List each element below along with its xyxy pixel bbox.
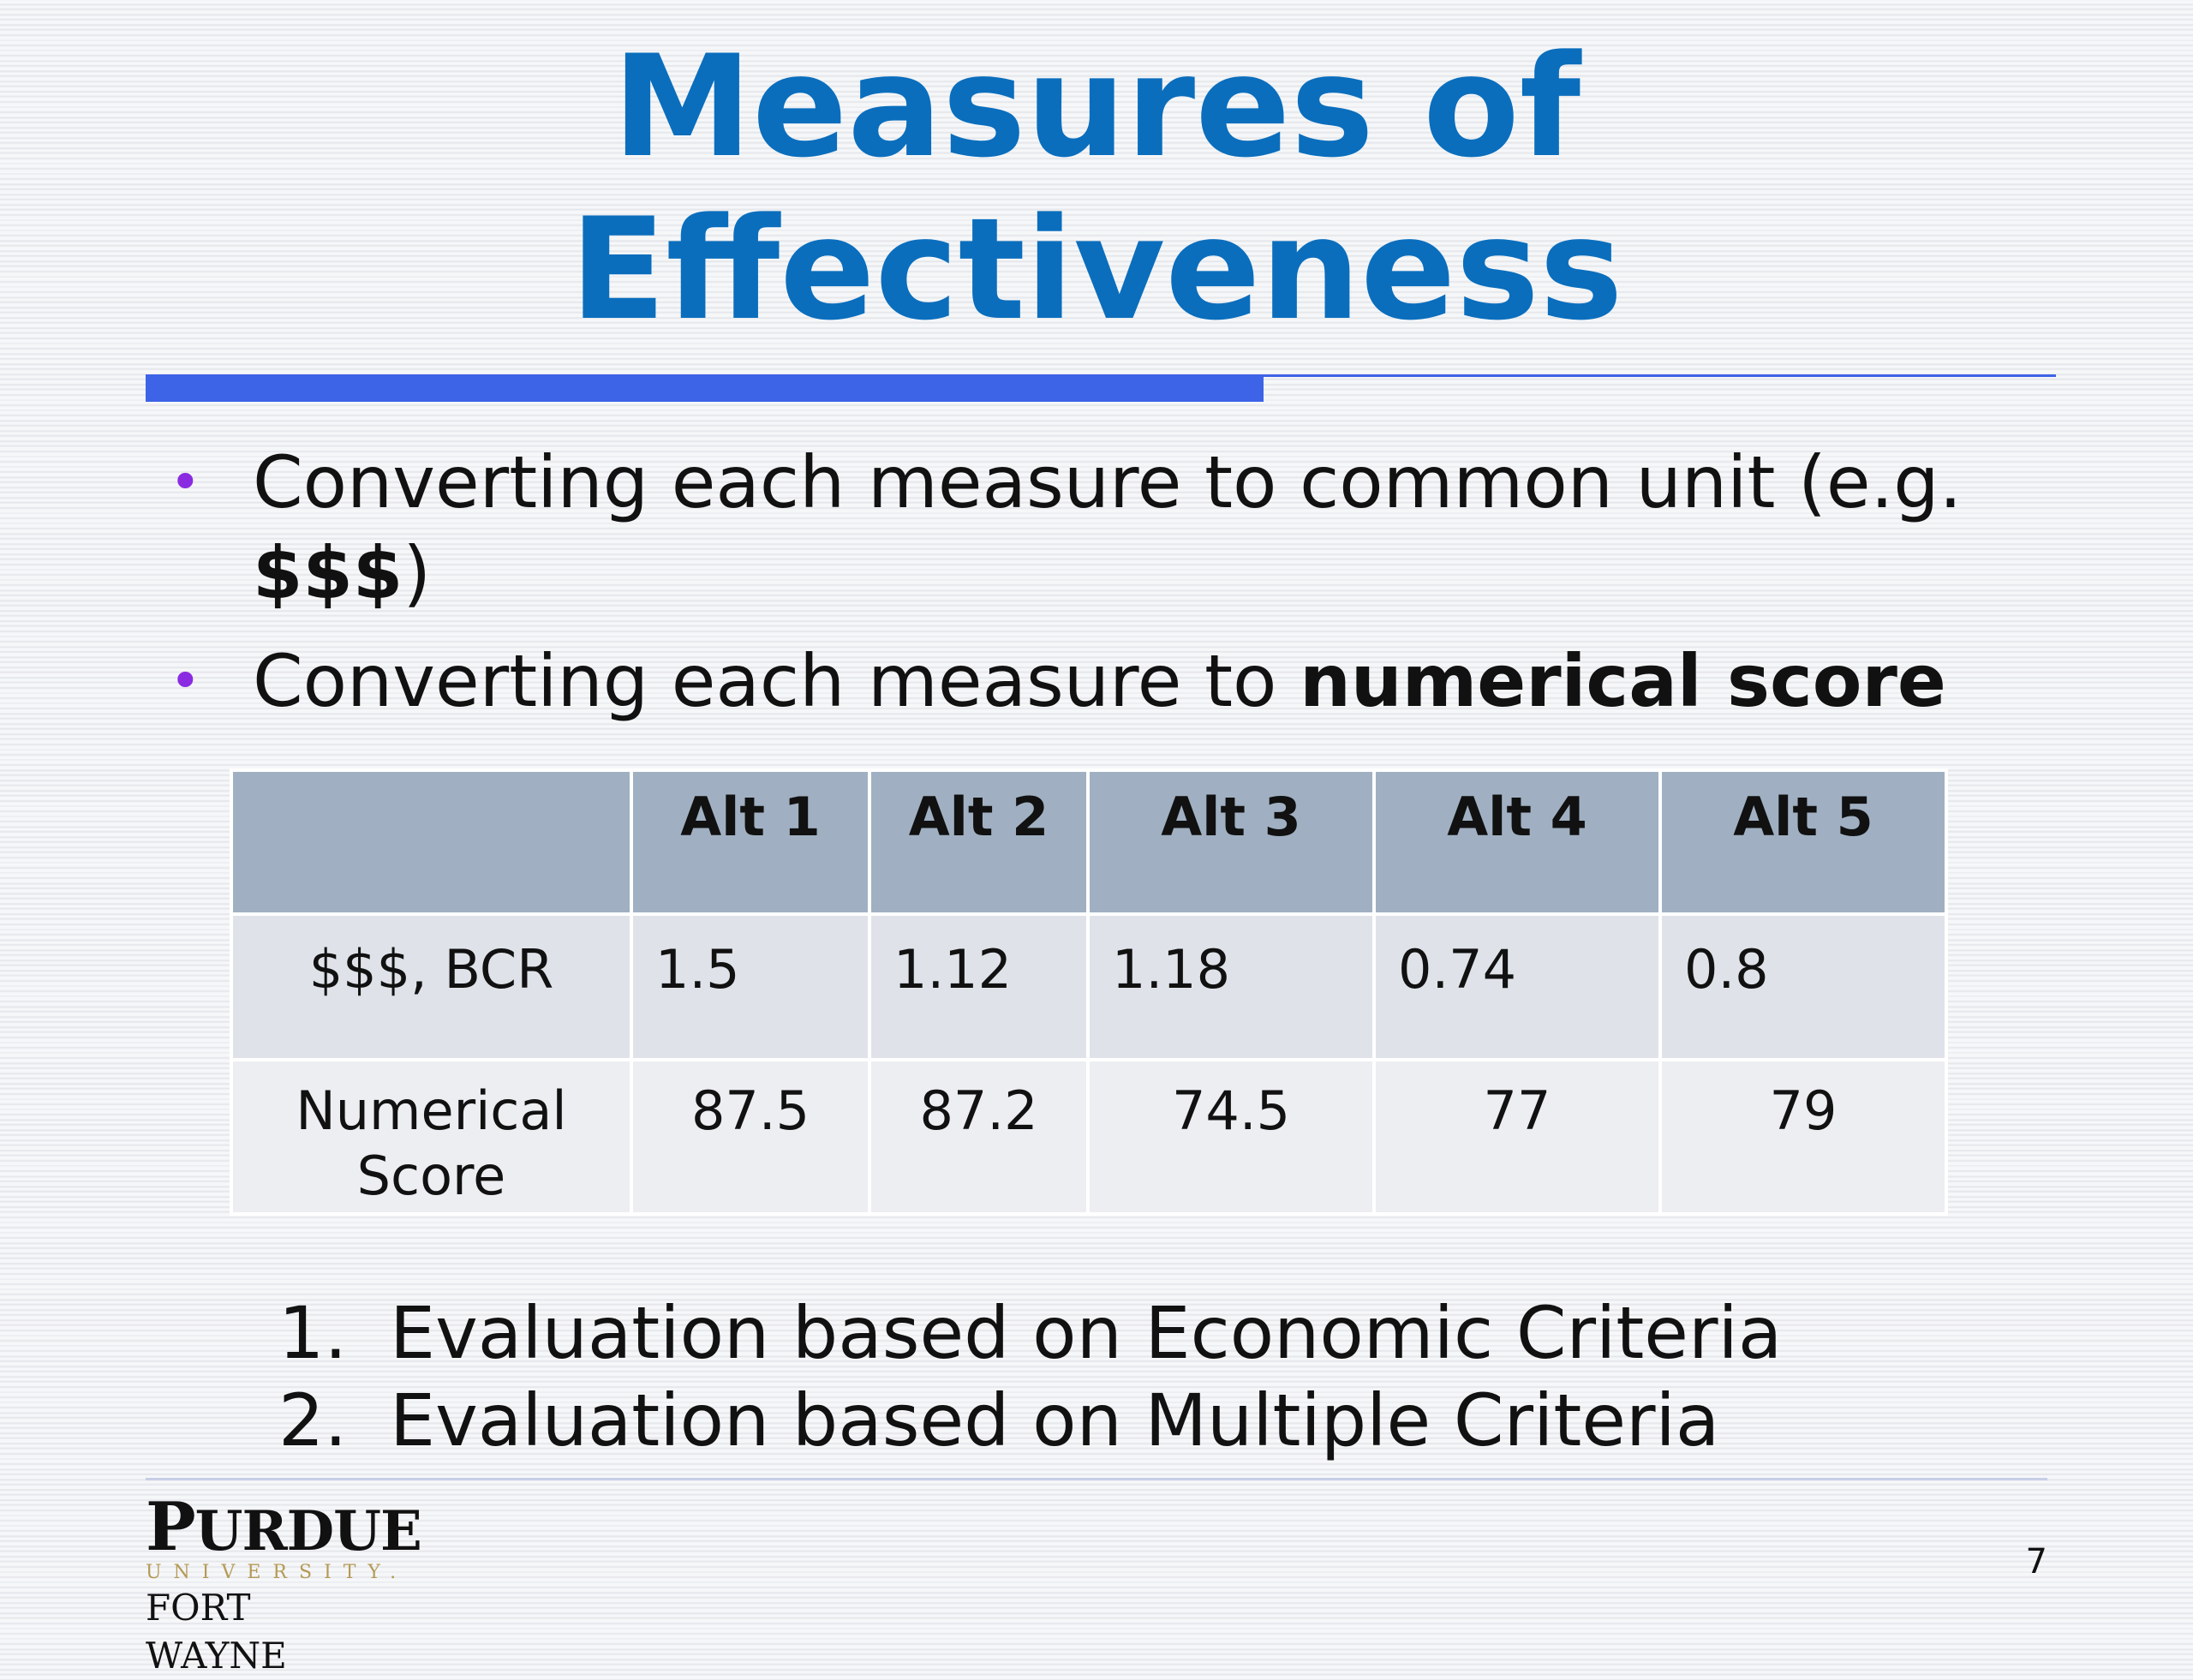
purdue-fort-wayne-logo: PURDUE UNIVERSITY. FORT WAYNE xyxy=(146,1488,422,1677)
table-cell: 87.2 xyxy=(868,1058,1090,1216)
table-header-row: Alt 1 Alt 2 Alt 3 Alt 4 Alt 5 xyxy=(230,768,1948,916)
bullet-item: • Converting each measure to common unit… xyxy=(163,437,2099,619)
table-cell: 74.5 xyxy=(1086,1058,1376,1216)
list-item: 1. Evaluation based on Economic Criteria xyxy=(278,1291,1783,1375)
table-cell: 79 xyxy=(1658,1058,1948,1216)
list-item: 2. Evaluation based on Multiple Criteria xyxy=(278,1378,1720,1462)
page-number: 7 xyxy=(2025,1542,2047,1581)
table-cell: 0.74 xyxy=(1372,912,1662,1061)
bullet-dot-icon: • xyxy=(170,649,201,712)
table-header-alt-5: Alt 5 xyxy=(1658,768,1948,916)
table-cell: 1.18 xyxy=(1086,912,1376,1061)
title-line-2: Effectiveness xyxy=(570,188,1623,351)
table-header-empty xyxy=(230,768,633,916)
title-line-1: Measures of xyxy=(612,25,1581,188)
table-cell: 0.8 xyxy=(1658,912,1948,1061)
bullet-dot-icon: • xyxy=(170,451,201,513)
numbered-list: 1. Evaluation based on Economic Criteria … xyxy=(278,1289,2077,1464)
title-divider-thin xyxy=(1264,374,2056,377)
bullet-list: • Converting each measure to common unit… xyxy=(163,437,2099,744)
table-header-alt-4: Alt 4 xyxy=(1372,768,1662,916)
row-label-bcr: $$$, BCR xyxy=(230,912,633,1061)
slide: Measures of Effectiveness • Converting e… xyxy=(0,26,2193,1677)
scores-table: Alt 1 Alt 2 Alt 3 Alt 4 Alt 5 $$$, BCR 1… xyxy=(230,768,1948,1216)
table-header-alt-3: Alt 3 xyxy=(1086,768,1376,916)
table-cell: 1.5 xyxy=(630,912,871,1061)
title-divider-thick xyxy=(146,374,1264,402)
table-header-alt-1: Alt 1 xyxy=(630,768,871,916)
table-cell: 77 xyxy=(1372,1058,1662,1216)
table-header-alt-2: Alt 2 xyxy=(868,768,1090,916)
footer-divider xyxy=(146,1478,2047,1480)
row-label-numerical-score: Numerical Score xyxy=(230,1058,633,1216)
slide-title: Measures of Effectiveness xyxy=(0,26,2193,351)
table-row: Numerical Score 87.5 87.2 74.5 77 79 xyxy=(230,1058,1948,1216)
bullet-item: • Converting each measure to numerical s… xyxy=(163,636,2099,726)
table-cell: 87.5 xyxy=(630,1058,871,1216)
table-cell: 1.12 xyxy=(868,912,1090,1061)
table-row: $$$, BCR 1.5 1.12 1.18 0.74 0.8 xyxy=(230,912,1948,1061)
